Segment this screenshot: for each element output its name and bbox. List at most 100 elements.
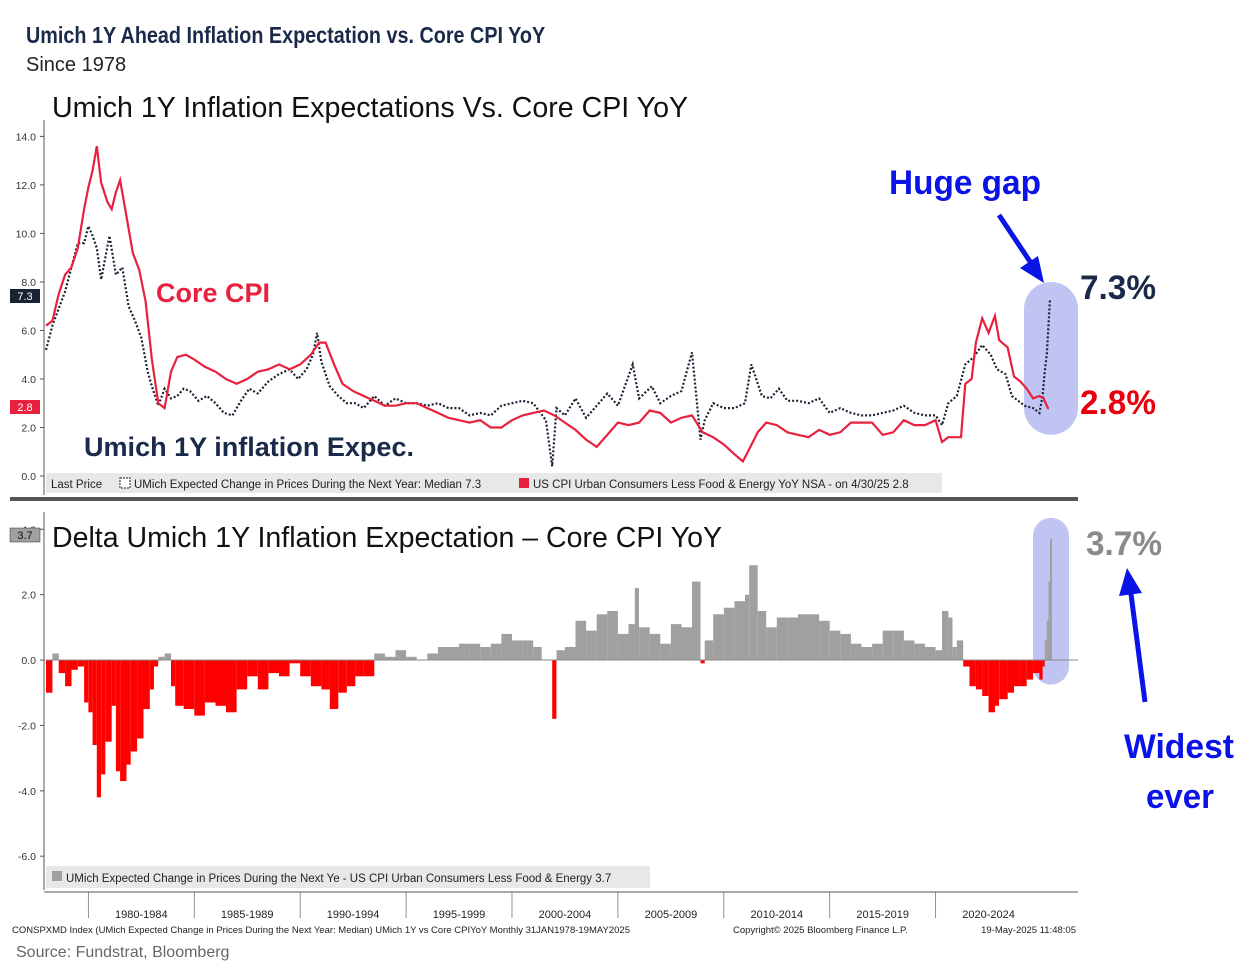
y-tick-label: -6.0	[18, 851, 36, 863]
delta-bar	[338, 660, 347, 693]
delta-bar	[757, 611, 767, 660]
footer-middle: Copyright© 2025 Bloomberg Finance L.P.	[733, 925, 908, 936]
delta-bar	[925, 647, 936, 661]
widest-annotation-line2: ever	[1146, 778, 1214, 816]
last-value-tag-expectations	[10, 289, 40, 303]
legend-entry-core: US CPI Urban Consumers Less Food & Energ…	[533, 479, 909, 491]
delta-bar	[700, 660, 705, 664]
delta-bar	[872, 643, 883, 660]
delta-bar	[384, 656, 396, 661]
delta-bar	[171, 660, 176, 687]
x-tick-label: 1985-1989	[221, 909, 274, 921]
delta-bar	[88, 660, 93, 713]
delta-bar	[268, 660, 279, 674]
delta-bar	[154, 660, 159, 667]
delta-bar	[1026, 660, 1034, 680]
delta-bar	[1033, 660, 1040, 674]
gap-highlight	[1024, 281, 1078, 435]
last-value-tag-core	[10, 400, 40, 414]
delta-bar	[490, 643, 502, 660]
y-tick-label: 0.0	[21, 471, 36, 483]
delta-bar	[586, 630, 597, 660]
delta-bar	[58, 660, 66, 674]
bottom-chart-title: Delta Umich 1Y Inflation Expectation – C…	[52, 522, 722, 554]
widest-arrow	[1119, 568, 1148, 703]
delta-bar	[130, 660, 138, 752]
delta-bar	[329, 660, 339, 709]
delta-bar	[935, 650, 942, 660]
delta-bar	[861, 647, 873, 661]
core-cpi-series-line	[45, 145, 1049, 464]
legend-entry-expectations: UMich Expected Change in Prices During t…	[134, 479, 481, 491]
delta-bar	[101, 660, 106, 775]
delta-bar	[469, 643, 481, 660]
last-value-tag-core-text: 2.8	[17, 402, 32, 414]
delta-bar	[734, 601, 745, 660]
delta-bar	[649, 633, 661, 661]
delta-bar	[988, 660, 995, 713]
core-cpi-annotation: Core CPI	[156, 278, 270, 308]
delta-bar	[1007, 660, 1014, 693]
delta-bar	[882, 630, 894, 660]
legend-entry-delta: UMich Expected Change in Prices During t…	[66, 873, 611, 885]
last-value-tag-expectations-text: 7.3	[17, 291, 32, 303]
delta-bar	[247, 660, 258, 677]
widest-annotation-line1: Widest	[1124, 728, 1234, 766]
delta-bar	[749, 565, 758, 660]
y-tick-label: 6.0	[21, 325, 36, 337]
delta-bar	[596, 614, 608, 661]
delta-bar	[346, 660, 356, 687]
delta-bar	[829, 630, 841, 660]
delta-bar	[692, 581, 701, 661]
delta-bar	[459, 643, 470, 660]
delta-bar	[670, 624, 682, 661]
delta-bar	[963, 660, 970, 667]
y-tick-label: 14.0	[16, 131, 37, 143]
delta-bar	[164, 653, 171, 660]
x-tick-label: 2015-2019	[856, 909, 909, 921]
expectations-value-annotation: 7.3%	[1080, 269, 1156, 307]
last-value-tag-delta	[9, 527, 41, 543]
top-chart-title: Umich 1Y Inflation Expectations Vs. Core…	[52, 92, 688, 124]
delta-bar	[448, 647, 459, 661]
delta-bar	[215, 660, 227, 706]
delta-bar	[1042, 660, 1045, 667]
delta-bar	[704, 640, 714, 660]
delta-bar	[355, 660, 364, 677]
delta-bar	[143, 660, 150, 709]
delta-bar	[994, 660, 1000, 706]
delta-bar	[321, 660, 330, 690]
delta-bar	[406, 656, 417, 661]
delta-bar	[660, 643, 671, 660]
delta-bar	[776, 617, 788, 660]
delta-bar	[257, 660, 269, 690]
delta-bar	[1014, 660, 1021, 687]
delta-bar	[956, 640, 964, 660]
delta-bar	[745, 594, 750, 661]
delta-bar	[552, 660, 557, 719]
y-tick-label: 0.0	[21, 655, 36, 667]
delta-bar	[914, 643, 925, 660]
delta-bar	[628, 624, 635, 661]
delta-value-annotation: 3.7%	[1086, 525, 1162, 563]
delta-bar	[175, 660, 184, 706]
delta-bar	[1039, 660, 1043, 680]
delta-bar	[1044, 640, 1047, 660]
delta-bar	[903, 640, 915, 660]
y-tick-label: -4.0	[18, 786, 36, 798]
x-tick-label: 2010-2014	[750, 909, 803, 921]
expectations-annotation: Umich 1Y inflation Expec.	[84, 432, 414, 462]
top-panel: 0.0 2.0 4.0 6.0 8.0 10.0 12.0 14.0	[16, 131, 1078, 483]
y-tick-label: -2.0	[18, 720, 36, 732]
delta-bar	[948, 617, 953, 660]
delta-bar	[84, 660, 89, 703]
delta-bar	[564, 647, 576, 661]
delta-bar	[607, 611, 618, 660]
delta-bar	[522, 640, 534, 660]
delta-bar	[850, 643, 862, 660]
delta-bar	[437, 647, 449, 661]
delta-bar	[575, 620, 587, 660]
delta-bar	[183, 660, 195, 709]
delta-bar	[808, 614, 820, 661]
bottom-panel: -6.0-4.0-2.00.02.04.0	[18, 517, 1078, 863]
